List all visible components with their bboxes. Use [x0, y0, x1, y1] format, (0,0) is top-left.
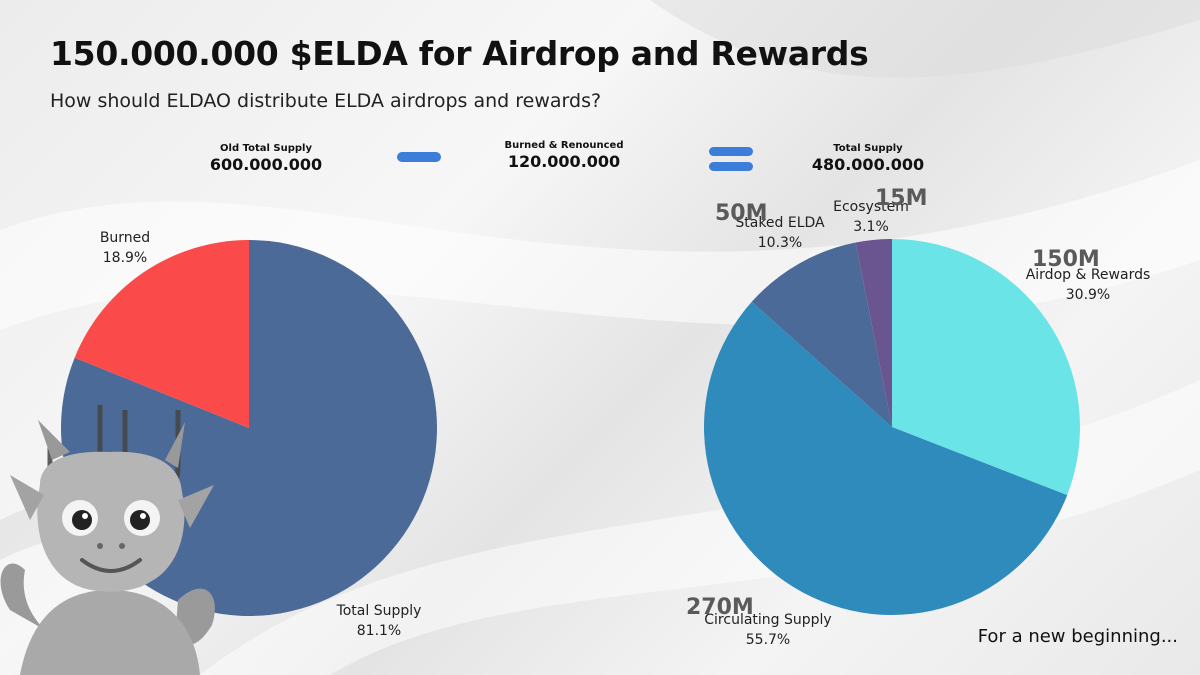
total-supply-value: 480.000.000	[811, 155, 925, 174]
tagline: For a new beginning...	[977, 626, 1178, 647]
pie-slice-ecosystem	[855, 239, 892, 427]
dragon-mascot-icon	[0, 405, 215, 675]
burned-value: 120.000.000	[507, 152, 621, 171]
amount-label-staked-elda: 50M	[715, 201, 768, 226]
total-supply-block: Total Supply 480.000.000	[812, 142, 924, 175]
slice-label-circulating-supply: Circulating Supply 55.7%	[704, 612, 831, 648]
slice-label-airdop-rewards: Airdop & Rewards 30.9%	[1026, 267, 1151, 303]
equals-icon	[709, 147, 753, 171]
amount-label-ecosystem: 15M	[875, 186, 928, 211]
page-title: 150.000.000 $ELDA for Airdrop and Reward…	[50, 34, 869, 73]
total-supply-label: Total Supply	[833, 143, 903, 154]
pie-slice-airdop-rewards	[892, 239, 1080, 496]
old-supply-value: 600.000.000	[209, 155, 323, 174]
pie-slice-staked-elda	[751, 242, 892, 427]
amount-label-circulating-supply: 270M	[686, 595, 754, 620]
page-subtitle: How should ELDAO distribute ELDA airdrop…	[50, 90, 602, 112]
slice-label-ecosystem: Ecosystem 3.1%	[833, 199, 909, 235]
burned-block: Burned & Renounced 120.000.000	[505, 139, 624, 172]
slice-label-total-supply: Total Supply 81.1%	[336, 603, 422, 639]
burned-label: Burned & Renounced	[504, 140, 624, 151]
pie-slice-burned	[74, 240, 249, 428]
old-supply-label: Old Total Supply	[220, 143, 312, 154]
pie-slice-circulating-supply	[703, 301, 1068, 615]
slice-label-staked-elda: Staked ELDA 10.3%	[735, 215, 825, 251]
slice-label-burned: Burned 18.9%	[100, 230, 150, 266]
old-supply-block: Old Total Supply 600.000.000	[210, 142, 322, 175]
amount-label-airdop-rewards: 150M	[1032, 247, 1100, 272]
minus-icon	[397, 152, 441, 162]
